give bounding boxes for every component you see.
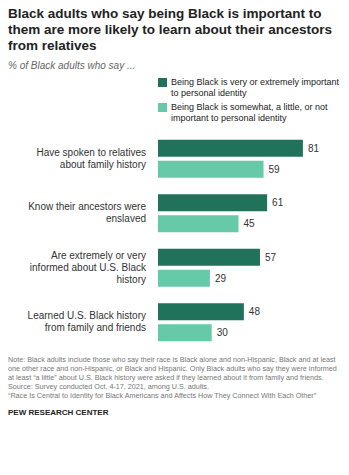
svg-text:Know their ancestors wereensla: Know their ancestors wereenslaved	[28, 201, 146, 224]
svg-text:48: 48	[249, 306, 261, 317]
html-text:PEW RESEARCH CENTER: PEW RESEARCH CENTER	[8, 408, 109, 417]
html-text:Source: Survey conducted Oct.: Source: Survey conducted Oct. 4-17, 2021…	[8, 382, 209, 391]
svg-text:45: 45	[244, 218, 256, 229]
svg-text:Learned U.S. Black historyfrom: Learned U.S. Black historyfrom family an…	[28, 310, 146, 333]
svg-text:Are extremely or veryinformed: Are extremely or veryinformed about U.S.…	[30, 250, 147, 285]
svg-text:30: 30	[217, 327, 229, 338]
html-text:“Race Is Central to Identity f: “Race Is Central to Identity for Black A…	[8, 391, 317, 400]
svg-text:29: 29	[215, 273, 227, 284]
html-text:Being Black is very or extreme: Being Black is very or extremely importa…	[171, 77, 340, 98]
html-text:Black adults who say being Bla: Black adults who say being Black is impo…	[8, 6, 333, 53]
svg-text:81: 81	[308, 143, 320, 154]
svg-text:57: 57	[265, 252, 277, 263]
svg-text:61: 61	[272, 197, 284, 208]
svg-text:Have spoken to relativesabout: Have spoken to relativesabout family his…	[36, 147, 146, 170]
html-text:% of Black adults who say ...: % of Black adults who say ...	[8, 60, 136, 71]
html-text:Being Black is somewhat, a lit: Being Black is somewhat, a little, or no…	[171, 102, 328, 123]
html-text:Note: Black adults include tho: Note: Black adults include those who say…	[8, 355, 337, 382]
svg-text:59: 59	[269, 164, 281, 175]
